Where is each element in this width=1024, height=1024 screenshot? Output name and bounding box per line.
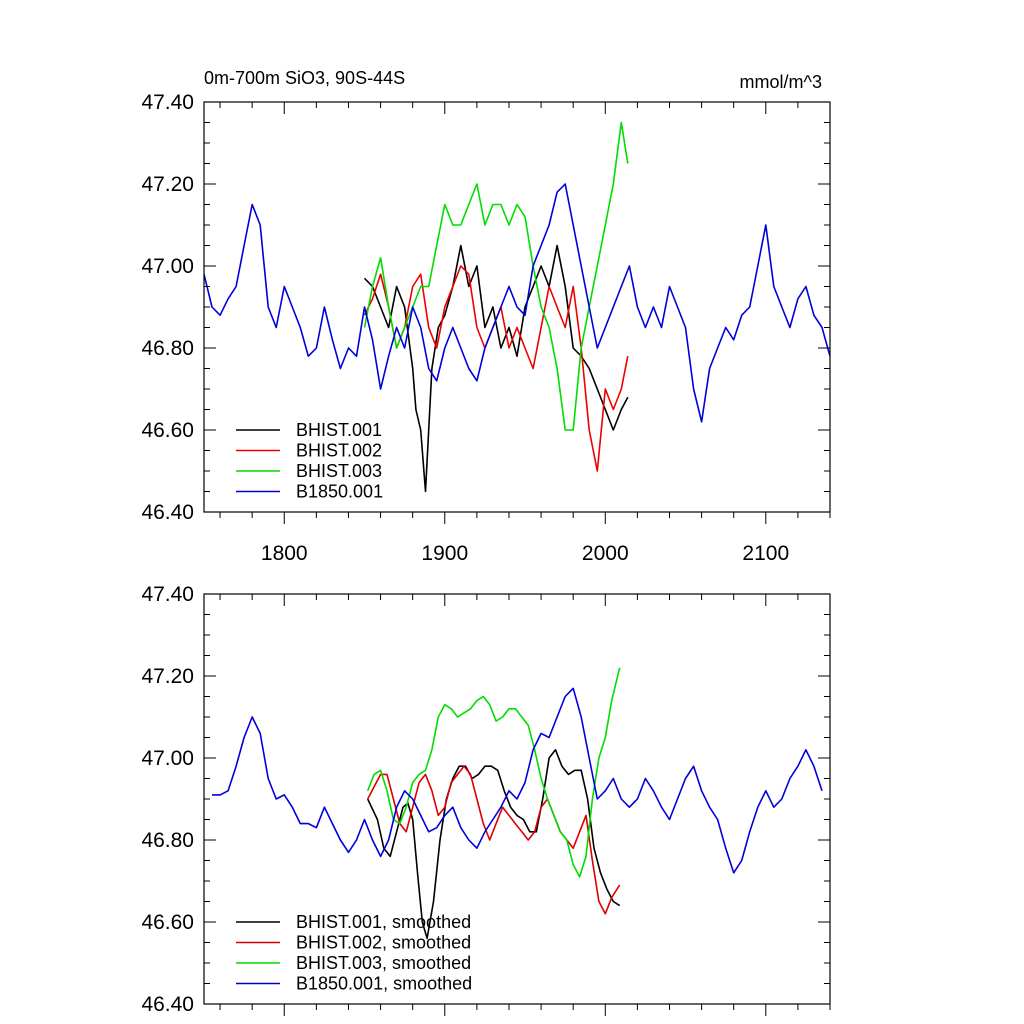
series-line-4 (212, 687, 823, 874)
series-line-1 (363, 244, 629, 493)
y-tick-label: 46.60 (141, 911, 194, 934)
legend-label-2: BHIST.002, smoothed (296, 933, 471, 953)
y-tick-label: 47.40 (141, 91, 194, 114)
chart-title: 0m-700m SiO3, 90S-44S (204, 68, 405, 88)
units-label: mmol/m^3 (740, 72, 822, 92)
y-tick-label: 47.00 (141, 747, 194, 770)
y-tick-label: 46.80 (141, 337, 194, 360)
legend-label-1: BHIST.001, smoothed (296, 912, 471, 932)
legend-label-4: B1850.001 (296, 482, 383, 502)
series-line-1 (366, 748, 621, 940)
y-tick-label: 47.00 (141, 255, 194, 278)
legend-label-3: BHIST.003 (296, 461, 382, 481)
series-lines (212, 667, 823, 940)
legend-label-1: BHIST.001 (296, 420, 382, 440)
x-tick-label: 1900 (421, 542, 468, 565)
legend-label-3: BHIST.003, smoothed (296, 953, 471, 973)
y-tick-label: 46.80 (141, 829, 194, 852)
x-tick-label: 2000 (582, 542, 629, 565)
series-line-2 (366, 765, 621, 915)
chart-panel-2: 46.40 46.60 46.80 47.00 47.20 47.40 BHIST.001,… (141, 583, 831, 1016)
x-tick-label: 1800 (261, 542, 308, 565)
y-tick-label: 46.60 (141, 419, 194, 442)
legend-label-2: BHIST.002 (296, 441, 382, 461)
y-tick-label: 46.40 (141, 501, 194, 524)
legend-label-4: B1850.001, smoothed (296, 974, 472, 994)
y-tick-label: 47.20 (141, 173, 194, 196)
chart-panel-1: 46.40 46.60 46.80 47.00 47.20 47.40 1800 1900 20… (141, 68, 831, 565)
y-tick-label: 47.40 (141, 583, 194, 606)
y-tick-label: 46.40 (141, 993, 194, 1016)
y-tick-label: 47.20 (141, 665, 194, 688)
x-tick-label: 2100 (742, 542, 789, 565)
series-line-4 (204, 183, 830, 423)
series-line-3 (363, 121, 629, 431)
series-lines (204, 121, 830, 493)
